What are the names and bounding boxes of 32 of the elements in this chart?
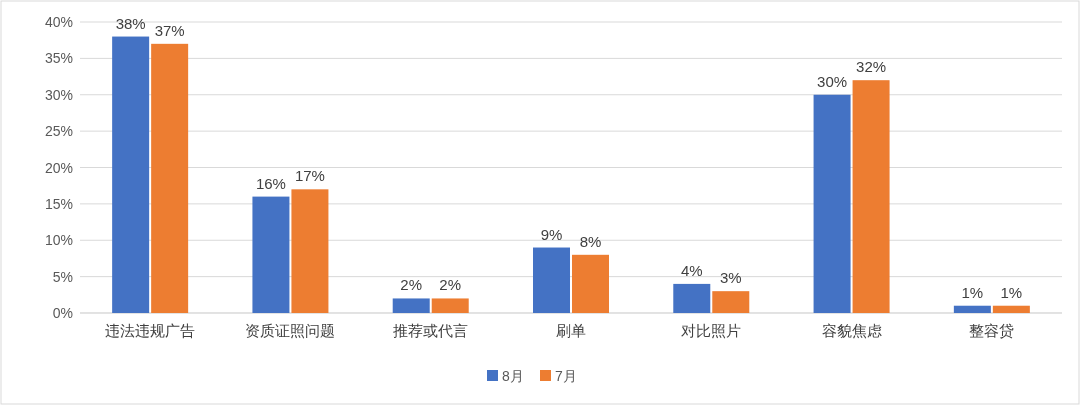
legend-label: 7月 — [555, 368, 577, 384]
ytick: 10% — [44, 232, 73, 249]
legend-label: 8月 — [502, 368, 524, 384]
ytick: 15% — [44, 195, 73, 212]
data-label: 1% — [961, 283, 984, 301]
xtick: 刷单 — [556, 322, 586, 339]
xtick: 资质证照问题 — [245, 322, 336, 339]
data-label: 37% — [154, 21, 185, 39]
xtick: 容貌焦虑 — [821, 322, 882, 339]
ytick: 30% — [44, 86, 73, 103]
ytick: 5% — [52, 268, 73, 285]
data-label: 8% — [579, 232, 602, 250]
data-label: 4% — [680, 261, 703, 279]
xtick: 违法违规广告 — [105, 322, 196, 339]
xtick: 推荐或代言 — [393, 322, 469, 339]
data-label: 17% — [294, 167, 325, 185]
data-label: 38% — [115, 14, 146, 32]
data-label: 9% — [540, 225, 563, 243]
ytick: 0% — [52, 305, 73, 321]
ytick: 40% — [44, 14, 73, 30]
xtick: 对比照片 — [681, 322, 742, 339]
ytick: 25% — [44, 123, 73, 140]
xtick: 整容贷 — [969, 322, 1015, 339]
data-label: 16% — [255, 174, 286, 192]
data-label: 30% — [817, 72, 848, 90]
ytick: 20% — [44, 159, 73, 176]
data-label: 32% — [856, 58, 887, 76]
data-label: 2% — [400, 276, 423, 294]
data-label: 1% — [1000, 283, 1023, 301]
data-label: 3% — [719, 269, 742, 287]
ytick: 35% — [44, 50, 73, 67]
data-label: 2% — [439, 276, 462, 294]
